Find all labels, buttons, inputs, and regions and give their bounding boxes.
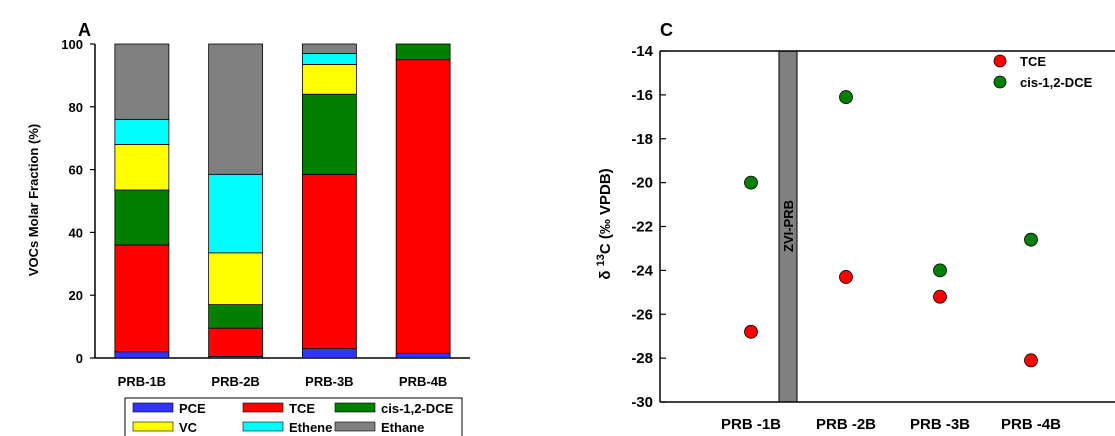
point-tce-prb-1b xyxy=(744,324,758,339)
legend-label: PCE xyxy=(179,401,206,416)
bar-segment-ethane-prb-2b xyxy=(208,43,264,175)
panel-c-y-axis-label: δ 13C (‰ VPDB) xyxy=(595,168,614,279)
panel-c-y-tick-label: -16 xyxy=(631,87,653,104)
panel-a-y-axis: 0 20 40 60 80 100 xyxy=(61,37,470,366)
point-cis-1-2-dce-prb-1b xyxy=(744,175,758,190)
panel-c-y-label-main: C (‰ VPDB) xyxy=(597,168,614,254)
legend-marker-cis-1-2-dce xyxy=(993,75,1007,89)
point-cis-1-2-dce-prb-3b xyxy=(933,263,947,278)
panel-c-y-tick-label: -20 xyxy=(631,175,653,192)
legend-label: Ethane xyxy=(381,420,424,435)
legend-swatch-cis-1-2-dce xyxy=(334,402,376,413)
bar-segment-pce-prb-3b xyxy=(301,348,357,359)
panel-c-y-tick-label: -18 xyxy=(631,131,653,148)
panel-c-y-label-superscript: 13 xyxy=(595,254,607,266)
legend-label: Ethene xyxy=(289,420,332,435)
panel-a-x-tick-label: PRB-1B xyxy=(118,374,166,389)
bar-segment-vc-prb-1b xyxy=(114,144,170,191)
panel-c-y-tick-label: -26 xyxy=(631,306,653,323)
panel-c-y-tick-label: -24 xyxy=(631,262,653,279)
panel-c-label: C xyxy=(660,20,673,40)
panel-a-label: A xyxy=(78,20,91,40)
bar-segment-ethene-prb-3b xyxy=(301,53,357,65)
bar-segment-cis-1-2-dce-prb-3b xyxy=(301,93,357,175)
bar-segment-ethene-prb-1b xyxy=(114,118,170,145)
panel-c-y-label-prefix: δ xyxy=(597,266,614,279)
panel-a-legend-box xyxy=(124,397,463,436)
panel-a-x-tick-label: PRB-3B xyxy=(305,374,353,389)
point-cis-1-2-dce-prb-4b xyxy=(1024,232,1038,247)
panel-c-legend: TCE cis-1,2-DCE xyxy=(993,54,1093,90)
panel-c-x-tick-label: PRB -4B xyxy=(1001,416,1061,433)
panel-c-x-tick-label: PRB -2B xyxy=(816,416,876,433)
panel-c-points xyxy=(744,90,1038,368)
panel-a-y-tick-label: 40 xyxy=(69,225,83,240)
bar-segment-pce-prb-1b xyxy=(114,351,170,359)
panel-a-y-tick-label: 0 xyxy=(76,351,83,366)
panel-a-legend: PCE TCE cis-1,2-DCE VC Ethene Ethane xyxy=(124,397,463,436)
panel-c-zvi-prb-band: ZVI-PRB xyxy=(778,50,798,403)
panel-a-y-tick-label: 100 xyxy=(61,37,83,52)
legend-label: cis-1,2-DCE xyxy=(1020,75,1093,90)
legend-marker-tce xyxy=(993,54,1007,68)
bar-segment-ethene-prb-2b xyxy=(208,173,264,254)
panel-a-y-axis-label: VOCs Molar Fraction (%) xyxy=(26,124,41,276)
bar-segment-vc-prb-3b xyxy=(301,64,357,95)
legend-label: cis-1,2-DCE xyxy=(381,401,454,416)
legend-label: TCE xyxy=(1020,54,1046,69)
panel-c-x-tick-label: PRB -1B xyxy=(721,416,781,433)
point-tce-prb-3b xyxy=(933,289,947,304)
panel-c-y-tick-label: -14 xyxy=(631,43,653,60)
point-tce-prb-4b xyxy=(1024,353,1038,368)
panel-c-y-tick-label: -28 xyxy=(631,350,653,367)
panel-c-x-tick-label: PRB -3B xyxy=(910,416,970,433)
panel-c-y-tick-label: -30 xyxy=(631,394,653,411)
bar-segment-tce-prb-1b xyxy=(114,244,170,353)
bar-segment-cis-1-2-dce-prb-2b xyxy=(208,304,264,329)
point-cis-1-2-dce-prb-2b xyxy=(839,90,853,104)
legend-swatch-ethane xyxy=(334,421,376,432)
legend-swatch-pce xyxy=(132,402,174,413)
legend-swatch-tce xyxy=(242,402,284,413)
point-tce-prb-2b xyxy=(839,270,853,284)
bar-segment-tce-prb-3b xyxy=(301,173,357,349)
panel-a-x-axis: PRB-1B PRB-2B PRB-3B PRB-4B xyxy=(118,374,448,389)
legend-swatch-ethene xyxy=(242,421,284,432)
bar-segment-tce-prb-4b xyxy=(395,59,451,354)
bar-segment-ethane-prb-3b xyxy=(301,43,357,54)
bar-segment-vc-prb-2b xyxy=(208,252,264,306)
panel-a-y-tick-label: 60 xyxy=(69,163,83,178)
bar-segment-pce-prb-4b xyxy=(395,352,451,359)
panel-c-y-tick-label: -22 xyxy=(631,219,653,236)
bar-segment-ethane-prb-1b xyxy=(114,43,170,120)
legend-label: TCE xyxy=(289,401,315,416)
panel-a-x-tick-label: PRB-2B xyxy=(211,374,259,389)
bar-segment-tce-prb-2b xyxy=(208,327,264,357)
panel-c-y-axis: -30 -28 -26 -24 -22 -20 -18 -16 -14 xyxy=(631,43,1115,411)
legend-label: VC xyxy=(179,420,198,435)
panel-c-x-axis: PRB -1B PRB -2B PRB -3B PRB -4B xyxy=(721,416,1061,433)
panel-a-bars xyxy=(114,43,451,359)
zvi-prb-label: ZVI-PRB xyxy=(781,200,796,252)
panel-c: C ZVI-PRB -30 -28 -26 -24 -22 -20 -18 -16 -14 PR… xyxy=(595,20,1115,433)
panel-a-y-tick-label: 20 xyxy=(69,288,83,303)
bar-segment-cis-1-2-dce-prb-4b xyxy=(395,43,451,61)
panel-a-y-tick-label: 80 xyxy=(69,100,83,115)
legend-swatch-vc xyxy=(132,421,174,432)
panel-a-x-tick-label: PRB-4B xyxy=(399,374,447,389)
bar-segment-cis-1-2-dce-prb-1b xyxy=(114,189,170,246)
